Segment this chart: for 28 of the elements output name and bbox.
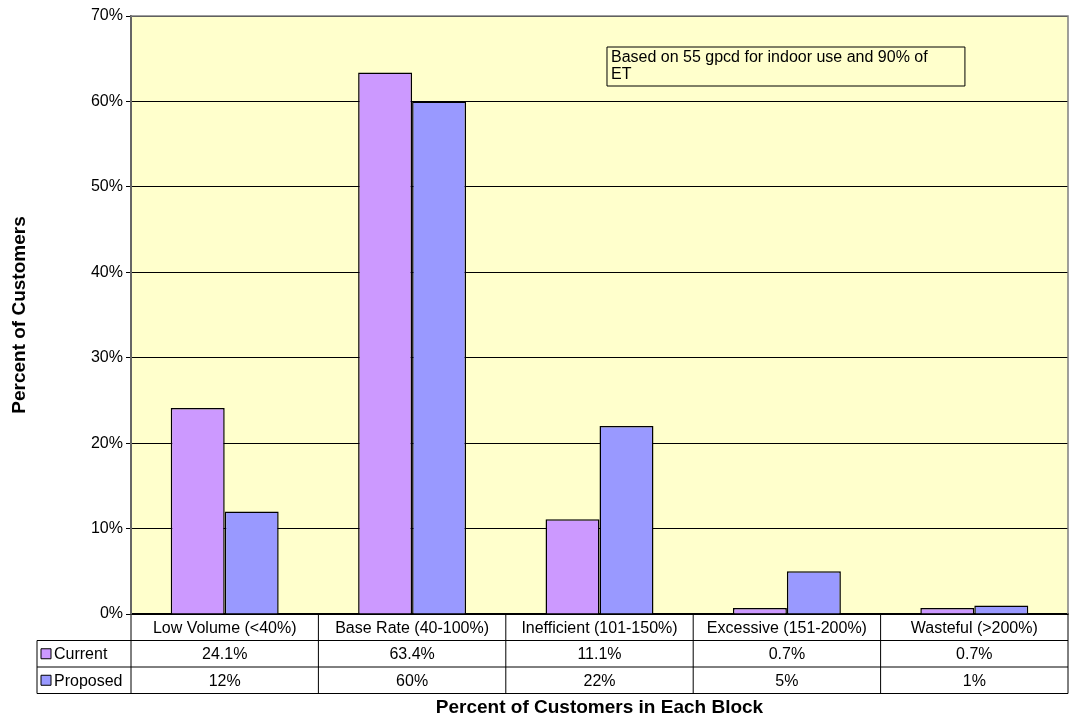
- data-label: 24.1%: [202, 645, 248, 663]
- y-tick-label: 10%: [90, 518, 123, 536]
- y-tick-label: 30%: [90, 348, 123, 366]
- y-axis-title: Percent of Customers: [7, 216, 29, 414]
- y-tick-label: 0%: [99, 604, 123, 622]
- y-tick-label: 60%: [90, 91, 123, 109]
- y-tick-label: 50%: [90, 177, 123, 195]
- x-axis-title: Percent of Customers in Each Block: [435, 695, 764, 717]
- y-tick-label: 40%: [90, 262, 123, 280]
- x-tick-label: Low Volume (<40%): [152, 618, 297, 636]
- data-label: 12%: [208, 671, 241, 689]
- legend-label: Proposed: [54, 671, 123, 689]
- x-tick-label: Excessive (151-200%): [706, 618, 867, 636]
- data-label: 5%: [775, 671, 799, 689]
- legend-label: Current: [54, 645, 108, 663]
- y-tick-label: 20%: [90, 433, 123, 451]
- data-label: 1%: [962, 671, 986, 689]
- x-tick-label: Inefficient (101-150%): [521, 618, 678, 636]
- data-label: 22%: [583, 671, 616, 689]
- data-label: 0.7%: [956, 645, 993, 663]
- data-label: 11.1%: [577, 645, 622, 663]
- x-tick-label: Wasteful (>200%): [910, 618, 1038, 636]
- x-tick-label: Base Rate (40-100%): [335, 618, 490, 636]
- data-label: 60%: [396, 671, 429, 689]
- data-label: 63.4%: [389, 645, 435, 663]
- data-label: 0.7%: [768, 645, 806, 663]
- annotation: Based on 55 gpcd for indoor use and 90% of ET: [611, 48, 929, 83]
- y-tick-label: 70%: [90, 6, 123, 24]
